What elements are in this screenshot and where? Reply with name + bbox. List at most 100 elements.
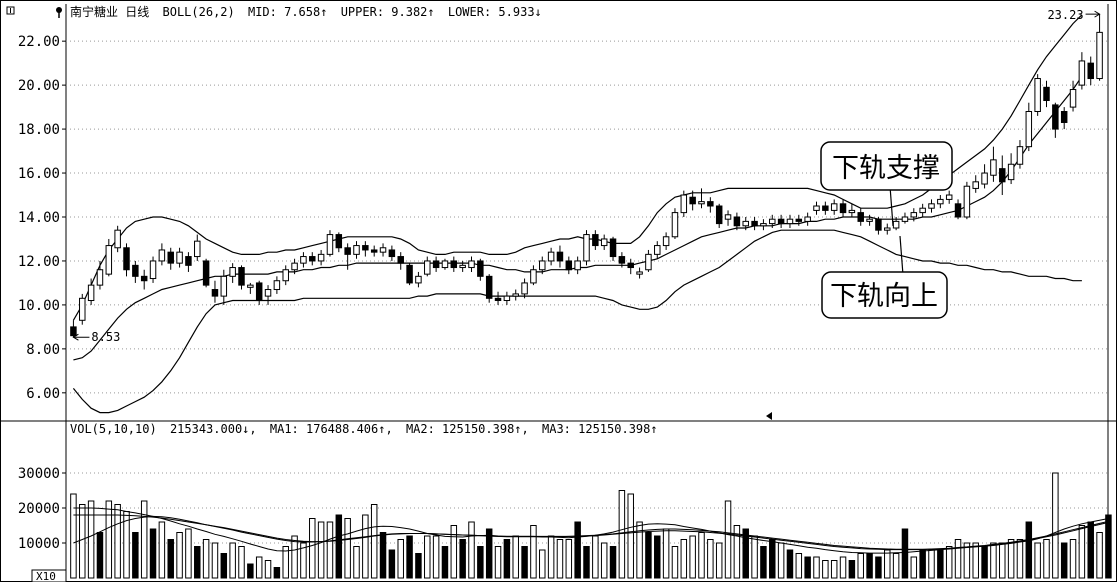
candle-body-up	[1034, 78, 1041, 112]
volume-bar	[202, 539, 210, 579]
candle-body-up	[981, 172, 988, 185]
ma1-label: MA1: 176488.406↑,	[270, 422, 393, 436]
candle-body-down	[450, 260, 458, 269]
candle-body-up	[87, 284, 95, 302]
candle	[1096, 14, 1103, 81]
candle	[432, 256, 440, 272]
volume-bar	[167, 539, 174, 579]
candle	[1016, 140, 1024, 169]
upper-label: UPPER: 9.382↑	[341, 5, 435, 19]
candle	[326, 230, 334, 257]
volume-bar	[397, 539, 404, 579]
volume-bar	[999, 542, 1006, 579]
zoom-icon[interactable]	[6, 6, 15, 15]
volume-bar	[600, 542, 608, 579]
candle-body-up	[645, 253, 652, 271]
candle-body-down	[1087, 62, 1094, 80]
candle	[87, 278, 95, 305]
candle-body-up	[919, 207, 926, 214]
candle-body-down	[132, 264, 139, 277]
volume-bar	[698, 532, 705, 579]
candle	[1007, 153, 1015, 185]
volume-bar	[87, 500, 95, 579]
volume-tick-label: 20000	[18, 501, 60, 517]
candle-body-up	[848, 209, 856, 214]
lower-label: LOWER: 5.933↓	[448, 5, 542, 19]
candle	[459, 260, 466, 272]
volume-bar	[317, 521, 325, 579]
candle	[441, 258, 449, 270]
candle-body-down	[309, 256, 316, 262]
volume-bar	[875, 556, 882, 579]
candle	[1034, 74, 1041, 116]
volume-bar	[981, 546, 988, 579]
volume-bar	[503, 539, 511, 579]
volume-bar	[1025, 521, 1033, 579]
candle-body-up	[990, 159, 997, 176]
candle	[689, 190, 696, 211]
callout-support: 下轨支撑	[820, 141, 953, 227]
mid-label: MID: 7.658↑	[248, 5, 327, 19]
volume-bar	[494, 546, 502, 579]
volume-bar	[901, 528, 909, 579]
candle	[981, 164, 988, 189]
candle-body-down	[432, 260, 440, 269]
candle	[530, 265, 537, 286]
boll-lower-line	[72, 229, 1082, 414]
volume-bar	[1105, 514, 1112, 579]
candle	[636, 267, 643, 279]
candle-body-down	[627, 262, 634, 269]
volume-bar	[777, 542, 785, 579]
candle-body-up	[1069, 89, 1077, 108]
candle-body-up	[574, 260, 581, 271]
candle-body-up	[662, 236, 670, 247]
candle	[149, 256, 157, 283]
candle-body-up	[972, 181, 979, 189]
volume-bar	[114, 504, 121, 579]
candle	[185, 252, 192, 272]
annotation-lower-band-support: 下轨支撑	[832, 153, 940, 184]
price-tick-label: 18.00	[18, 122, 60, 138]
candle-body-up	[892, 220, 900, 229]
volume-bar	[406, 535, 413, 579]
ma3-label: MA3: 125150.398↑	[542, 422, 658, 436]
candle-body-up	[1016, 146, 1024, 165]
volume-bar	[671, 546, 679, 579]
candle-body-up	[300, 256, 307, 264]
annotation-lower-band-rising: 下轨向上	[830, 281, 938, 312]
volume-bar	[1096, 532, 1103, 579]
volume-bar	[733, 525, 741, 579]
candle-body-up	[229, 267, 236, 277]
candle-body-down	[388, 249, 396, 258]
volume-tick-label: 10000	[18, 536, 60, 552]
candle-body-down	[733, 216, 741, 227]
volume-bar	[954, 539, 962, 579]
candle	[379, 243, 387, 257]
candle	[406, 263, 413, 286]
volume-bar	[680, 539, 688, 579]
candle-body-down	[1060, 110, 1068, 123]
candle	[972, 175, 979, 193]
candle-body-up	[282, 269, 289, 282]
pin-icon[interactable]	[56, 7, 62, 18]
candle-body-up	[945, 194, 953, 200]
candle	[140, 269, 148, 290]
volume-header: VOL(5,10,10) 215343.000↓, MA1: 176488.40…	[70, 422, 658, 436]
candle-body-down	[370, 249, 378, 253]
candle	[1069, 80, 1077, 112]
candle-body-up	[742, 220, 749, 227]
volume-bar	[194, 546, 201, 579]
candle	[317, 249, 325, 266]
candle-body-down	[715, 205, 723, 225]
candle	[1052, 102, 1059, 138]
candle-body-up	[654, 245, 661, 255]
candle-body-down	[211, 289, 219, 297]
candle-body-down	[565, 260, 573, 271]
candle	[751, 216, 758, 231]
volume-moving-averages	[73, 507, 1109, 554]
candle	[707, 197, 714, 213]
candle	[521, 278, 528, 299]
candle-body-up	[468, 260, 475, 269]
candle-body-up	[1025, 110, 1033, 148]
